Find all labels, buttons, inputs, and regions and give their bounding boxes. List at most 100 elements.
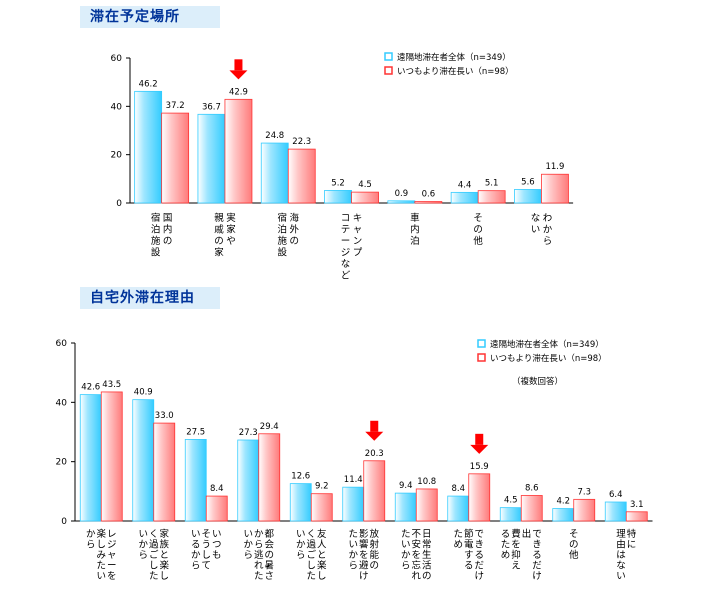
c1-category-label: 忘 — [411, 560, 421, 572]
c1-value-label: 9.2 — [315, 482, 329, 492]
c0-category-label: 泊 — [151, 225, 161, 236]
c1-category-label: か — [191, 550, 201, 561]
chart1-title: 滞在予定場所 — [80, 6, 220, 28]
c0-y-tick-label: 20 — [111, 151, 123, 161]
c1-category-label: て — [201, 561, 211, 572]
c1-value-label: 43.5 — [102, 380, 121, 390]
c0-bar-s1-3 — [351, 191, 379, 204]
c0-category-label: プ — [353, 248, 363, 259]
c0-category-label: 設 — [277, 247, 287, 259]
c1-category-label: 由 — [616, 539, 626, 551]
c1-category-label: ャ — [107, 550, 117, 561]
c0-bar-s1-4 — [414, 201, 443, 204]
c0-category-label: 泊 — [277, 225, 287, 236]
c1-category-label: う — [201, 540, 211, 551]
c1-bar-s0-1 — [132, 399, 155, 522]
c0-category-label: 実 — [226, 212, 236, 224]
c1-bar-s0-10 — [604, 501, 627, 522]
c1-category-label: る — [464, 561, 474, 572]
c1-category-label: る — [501, 529, 511, 540]
c1-category-label: 楽 — [317, 560, 327, 572]
c1-legend-swatch-1 — [477, 353, 486, 362]
c0-category-label: の — [289, 236, 299, 247]
c1-value-label: 6.4 — [609, 490, 623, 500]
c0-legend-swatch-1 — [384, 66, 393, 75]
c0-category-label: の — [214, 236, 224, 247]
c1-category-label: 能 — [369, 549, 379, 561]
c1-category-label: た — [501, 540, 511, 551]
c1-category-label: る — [474, 550, 484, 561]
c1-category-label: ら — [296, 550, 306, 561]
c1-category-label: 友 — [317, 528, 327, 540]
c0-value-label: 5.6 — [521, 177, 535, 187]
c0-legend-swatch-0 — [384, 52, 393, 61]
c1-highlight-arrow-head — [470, 444, 489, 454]
c0-bar-s0-6 — [514, 189, 542, 204]
c0-category-label: ー — [341, 236, 351, 247]
c1-value-label: 29.4 — [260, 422, 279, 432]
c0-value-label: 46.2 — [139, 79, 158, 89]
c0-bar-s1-0 — [161, 112, 190, 204]
c0-bar-s0-3 — [324, 190, 352, 204]
c0-category-label: ら — [543, 236, 553, 247]
c1-category-label: し — [317, 571, 327, 582]
c0-category-label: 海 — [289, 212, 299, 224]
c1-category-label: ご — [306, 549, 316, 561]
c1-category-label: つ — [212, 540, 222, 551]
c1-value-label: 8.4 — [451, 484, 465, 494]
c1-y-tick-label: 60 — [56, 339, 68, 349]
c0-value-label: 36.7 — [202, 102, 221, 112]
c1-highlight-arrow-shaft — [370, 420, 379, 432]
c1-category-label: を — [511, 540, 521, 551]
c1-bar-s1-7 — [468, 473, 491, 522]
c1-bar-s0-2 — [184, 439, 207, 522]
c0-value-label: 5.2 — [331, 178, 345, 188]
c0-category-label: か — [543, 225, 553, 236]
c0-value-label: 11.9 — [545, 162, 564, 172]
c1-category-label: め — [453, 540, 463, 551]
c1-category-label: れ — [411, 571, 421, 582]
c1-value-label: 15.9 — [470, 462, 489, 472]
c1-category-label: の — [264, 550, 274, 561]
c1-category-label: け — [532, 571, 542, 582]
c1-category-label: い — [191, 529, 201, 540]
c1-value-label: 42.6 — [81, 383, 100, 393]
c1-category-label: は — [616, 550, 626, 561]
c1-category-label: も — [212, 550, 222, 561]
c0-value-label: 4.4 — [458, 180, 472, 190]
c1-y-tick-label: 40 — [56, 398, 68, 408]
c1-category-label: た — [401, 529, 411, 540]
c1-category-label: か — [254, 529, 264, 540]
c1-value-label: 9.4 — [399, 481, 413, 491]
c1-bar-s1-4 — [310, 493, 333, 522]
c1-category-label: 響 — [359, 539, 369, 551]
c1-value-label: 11.4 — [344, 475, 363, 485]
c1-category-label: し — [159, 571, 169, 582]
c0-category-label: ン — [353, 236, 363, 247]
c1-category-label: え — [511, 561, 521, 572]
c0-category-label: 親 — [214, 212, 224, 224]
c0-category-label: テ — [341, 225, 351, 236]
c0-y-tick-label: 0 — [116, 199, 122, 209]
c0-value-label: 5.1 — [485, 179, 499, 189]
c1-category-label: く — [306, 529, 316, 540]
c1-category-label: み — [96, 550, 106, 561]
c0-category-label: 宿 — [277, 212, 287, 224]
c0-bar-s1-1 — [224, 98, 253, 204]
c1-value-label: 20.3 — [365, 449, 384, 459]
c1-value-label: 10.8 — [417, 477, 436, 487]
c1-category-label: 都 — [264, 529, 274, 540]
c1-category-label: そ — [569, 529, 579, 540]
c1-category-label: 族 — [159, 539, 169, 551]
c1-value-label: 33.0 — [155, 411, 174, 421]
c0-category-label: な — [341, 259, 351, 270]
c0-category-label: の — [473, 225, 483, 236]
c0-bar-s1-6 — [541, 173, 569, 204]
c1-category-label: い — [243, 529, 253, 540]
c1-category-label: い — [348, 540, 358, 551]
c1-bar-s0-8 — [499, 507, 522, 522]
c1-value-label: 12.6 — [291, 472, 310, 482]
c1-bar-s1-8 — [520, 495, 543, 522]
c1-category-label: た — [149, 571, 159, 582]
